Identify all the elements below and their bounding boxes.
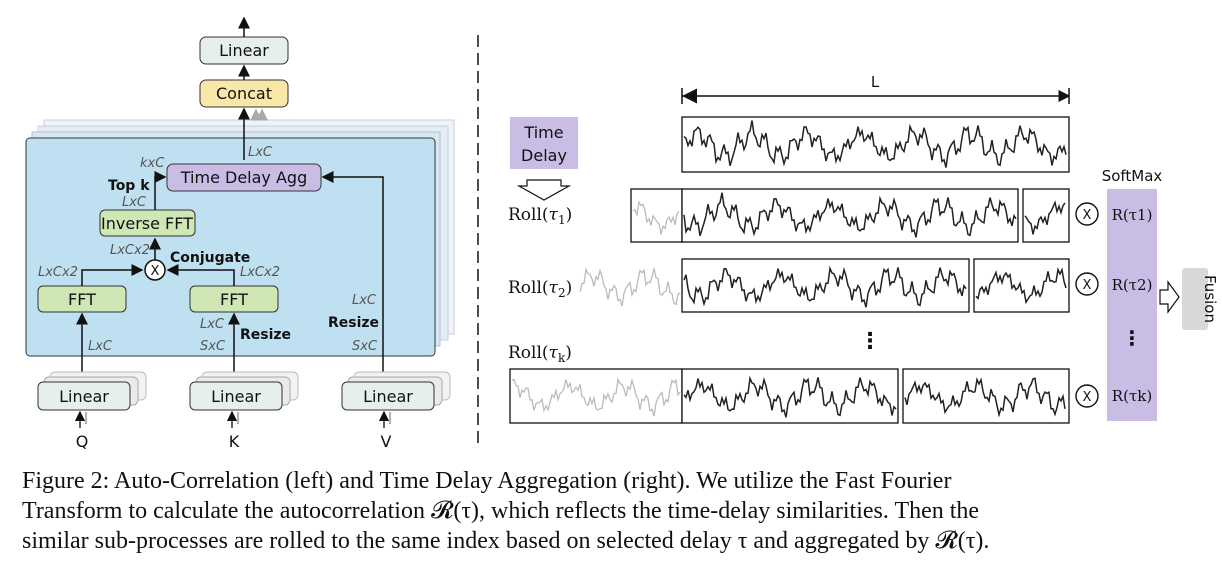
autocorrelation-panel: [25, 137, 436, 357]
r-tau-1: R(τ1): [1112, 206, 1153, 224]
dim-v-lxc: LxC: [352, 293, 377, 308]
q-input-arrows: [74, 410, 87, 428]
dim-k-lxc: LxC: [200, 317, 225, 332]
r-tau-2: R(τ2): [1112, 276, 1153, 294]
time-delay-agg-box: [166, 163, 322, 192]
time-delay-agg-label: Time Delay Agg: [180, 168, 307, 187]
figure-diagram: Linear Concat Time Delay Agg LxC kxC Top…: [25, 16, 1219, 451]
conjugate-label: Conjugate: [170, 250, 250, 266]
fftk-to-mult-arrow: [166, 264, 235, 286]
fusion-label: Fusion: [1201, 275, 1219, 323]
linear-v-label: Linear: [363, 387, 413, 406]
row1-multiply-circle: [1075, 202, 1099, 226]
figure-caption: Figure 2: Auto-Correlation (left) and Ti…: [22, 466, 1212, 556]
caption-line-3: similar sub-processes are rolled to the …: [22, 528, 990, 554]
rowk-main-line: [683, 375, 897, 418]
row1-shifted-line: [632, 200, 680, 235]
roll-label-2: Roll(τ2): [508, 278, 572, 300]
fftq-to-mult-arrow: [81, 264, 144, 286]
row2-multiply-circle: [1075, 272, 1099, 296]
concat-label: Concat: [216, 84, 272, 103]
linear-v-box: [341, 381, 435, 411]
rows-ellipsis: ⋮: [859, 329, 881, 354]
input-k-label: K: [229, 432, 240, 451]
row2-tail-box: [973, 258, 1070, 313]
rowk-shifted-line: [511, 377, 681, 417]
v-input-arrows: [378, 410, 391, 428]
multiply-symbol: X: [151, 264, 160, 279]
fusion-arrow: [1159, 280, 1180, 314]
softmax-label: SoftMax: [1102, 167, 1163, 185]
row1-multiply-symbol: X: [1083, 208, 1092, 223]
fft-k-label: FFT: [220, 290, 248, 309]
linear-q-label: Linear: [59, 387, 109, 406]
inverse-fft-box: [99, 209, 196, 237]
linear-output-label: Linear: [219, 41, 269, 60]
row2-tail-line: [975, 267, 1067, 305]
time-delay-label-1: Time: [523, 123, 563, 142]
series-original-line: [683, 120, 1067, 168]
softmax-bar: [1107, 189, 1157, 421]
top-k-label: Top k: [108, 178, 150, 194]
time-delay-label-2: Delay: [521, 146, 567, 165]
input-q-label: Q: [76, 432, 89, 451]
input-v-label: V: [381, 432, 392, 451]
time-delay-box: [510, 117, 578, 169]
dim-fft-left: LxCx2: [38, 265, 78, 280]
resize-k-label: Resize: [240, 327, 291, 343]
dim-ifft: LxCx2: [110, 243, 150, 258]
row2-main-line: [683, 265, 967, 308]
length-label: L: [871, 73, 880, 91]
dim-k-sxc: SxC: [200, 339, 226, 354]
rowk-shift-box: [509, 368, 683, 424]
k-input-arrows: [226, 410, 239, 428]
dim-v-sxc: SxC: [352, 339, 378, 354]
row2-shifted-line: [579, 267, 681, 307]
fusion-box: [1182, 268, 1208, 330]
dim-q: LxC: [88, 339, 113, 354]
v-to-agg-arrow: [321, 171, 384, 384]
linear-k-box: [189, 381, 283, 411]
rowk-multiply-symbol: X: [1083, 390, 1092, 405]
rowk-tail-box: [902, 368, 1070, 424]
series-box-original: [681, 116, 1070, 173]
row1-tail-box: [1022, 188, 1070, 243]
dim-agg-out: LxC: [248, 145, 273, 160]
linear-k-label: Linear: [211, 387, 261, 406]
rowk-tail-line: [904, 377, 1066, 418]
roll-label-k: Roll(τk): [508, 343, 572, 365]
down-hollow-arrow: [516, 179, 572, 201]
r-tau-k: R(τk): [1112, 387, 1152, 405]
row1-main-line: [683, 192, 1017, 238]
roll-label-1: Roll(τ1): [508, 205, 572, 227]
rowk-main-box: [681, 368, 899, 424]
inverse-fft-label: Inverse FFT: [101, 214, 193, 233]
dim-kxc: kxC: [140, 156, 165, 171]
row2-multiply-symbol: X: [1083, 278, 1092, 293]
linear-q-box: [37, 381, 131, 411]
caption-line-1: Figure 2: Auto-Correlation (left) and Ti…: [22, 468, 952, 494]
rowk-multiply-circle: [1075, 384, 1099, 408]
caption-line-2: Transform to calculate the autocorrelati…: [22, 498, 980, 524]
ifft-to-agg-arrow: [154, 171, 167, 210]
resize-v-label: Resize: [328, 315, 379, 331]
softmax-ellipsis: ⋮: [1122, 326, 1142, 350]
dim-fft-right: LxCx2: [240, 265, 280, 280]
fft-q-label: FFT: [68, 290, 96, 309]
row1-tail-line: [1024, 200, 1066, 235]
dim-topk: LxC: [122, 195, 147, 210]
row1-shift-box: [630, 188, 683, 243]
